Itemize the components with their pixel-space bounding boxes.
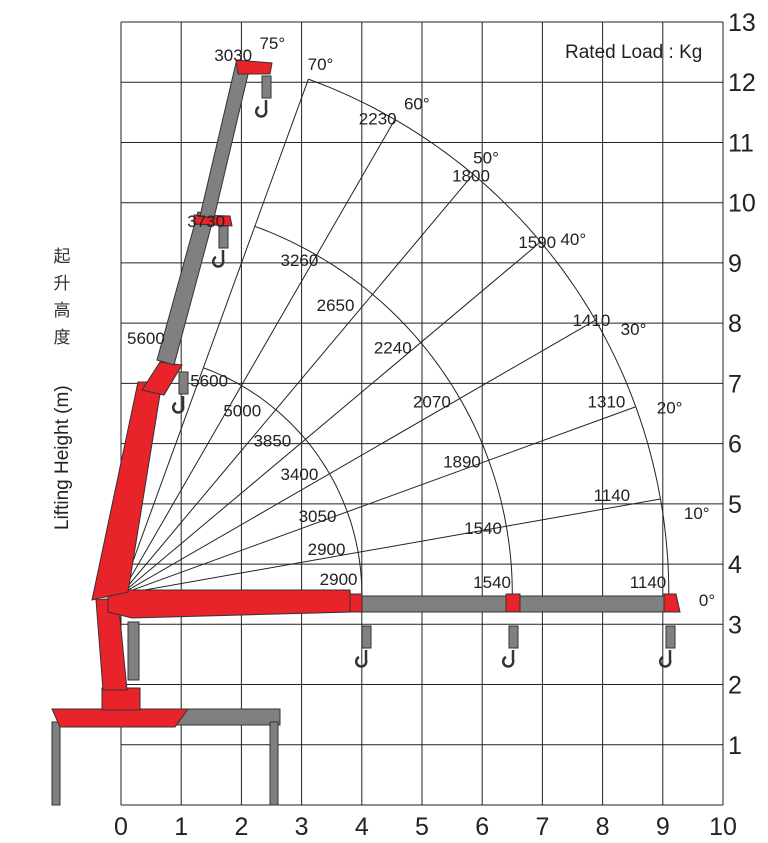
radius-arc <box>203 367 363 595</box>
load-label: 1590 <box>518 233 556 252</box>
hook-icon <box>501 625 519 668</box>
angle-label: 70° <box>308 55 334 74</box>
angle-labels: 0° 10° 20° 30° 40° 50° 60° 70° 75° <box>259 34 715 610</box>
hook-icon <box>211 225 229 268</box>
y-tick-label: 12 <box>728 69 756 97</box>
hook-icon <box>658 625 676 668</box>
load-labels: 3030 2230 1800 1590 1410 1310 1140 1140 3730 3260… <box>127 46 666 592</box>
load-label: 1140 <box>630 573 667 592</box>
y-tick-label: 8 <box>728 310 742 338</box>
angle-line <box>120 241 541 595</box>
radius-arcs <box>203 78 670 595</box>
y-tick-label: 10 <box>728 190 756 218</box>
load-label: 1140 <box>594 486 631 505</box>
angle-line <box>120 498 661 595</box>
angle-label: 75° <box>259 34 285 53</box>
load-label: 2070 <box>413 392 451 411</box>
angle-line <box>120 406 636 595</box>
base-frame <box>51 687 281 806</box>
load-label: 2900 <box>320 570 358 589</box>
y-axis-title-cn-char: 度 <box>54 328 71 348</box>
load-label: 5600 <box>127 329 165 348</box>
y-tick-label: 3 <box>728 611 742 639</box>
load-label: 3730 <box>187 212 225 231</box>
load-label: 3050 <box>299 507 337 526</box>
x-tick-label: 3 <box>295 813 309 841</box>
x-tick-label: 0 <box>114 813 128 841</box>
y-tick-label: 9 <box>728 250 742 278</box>
y-tick-label: 2 <box>728 672 742 700</box>
crane-drawing <box>51 59 681 806</box>
x-tick-label: 1 <box>174 813 188 841</box>
load-label: 1310 <box>588 392 626 411</box>
x-tick-label: 4 <box>355 813 369 841</box>
y-tick-label: 7 <box>728 370 742 398</box>
angle-label: 50° <box>473 149 499 168</box>
angle-line <box>120 119 396 595</box>
angle-line <box>120 174 474 595</box>
y-tick-label: 5 <box>728 491 742 519</box>
load-label: 1540 <box>473 573 511 592</box>
load-label: 1540 <box>464 519 502 538</box>
radius-arc <box>254 225 513 595</box>
angle-line <box>120 78 309 595</box>
radius-arc <box>308 78 670 595</box>
boom-horizontal <box>107 589 681 619</box>
angle-label: 60° <box>404 94 430 113</box>
x-tick-labels: 0 1 2 3 4 5 6 7 8 9 10 <box>114 813 737 841</box>
load-label: 2650 <box>317 296 355 315</box>
angle-line <box>120 319 596 595</box>
load-label: 2240 <box>374 338 412 357</box>
load-label: 5000 <box>223 402 261 421</box>
angle-label: 10° <box>684 504 710 523</box>
x-tick-label: 9 <box>656 813 670 841</box>
x-tick-label: 6 <box>475 813 489 841</box>
y-axis-title-cn-char: 起 <box>54 247 71 267</box>
x-tick-label: 10 <box>709 813 737 841</box>
load-label: 1410 <box>573 311 611 330</box>
rated-load-note: Rated Load : Kg <box>565 42 702 63</box>
grid <box>120 21 724 806</box>
load-label: 2900 <box>308 540 346 559</box>
y-tick-label: 11 <box>728 129 754 157</box>
angle-label: 40° <box>560 230 586 249</box>
angle-label: 20° <box>657 399 683 418</box>
load-label: 5600 <box>190 371 228 390</box>
boom-inclined <box>91 59 273 601</box>
load-label: 3400 <box>281 465 319 484</box>
hook-icon <box>254 75 272 118</box>
load-label: 1800 <box>452 167 490 186</box>
x-tick-label: 7 <box>535 813 549 841</box>
y-tick-label: 13 <box>728 9 756 37</box>
load-label: 3850 <box>253 432 291 451</box>
load-label: 1890 <box>443 453 481 472</box>
y-tick-label: 1 <box>728 732 742 760</box>
x-tick-label: 5 <box>415 813 429 841</box>
x-tick-label: 2 <box>234 813 248 841</box>
x-tick-label: 8 <box>596 813 610 841</box>
hook-icon <box>171 371 189 414</box>
hook-icon <box>354 625 372 668</box>
load-label: 2230 <box>359 109 397 128</box>
y-axis-title-cn-char: 高 <box>54 301 71 321</box>
y-axis-title-cn-char: 升 <box>54 274 71 294</box>
y-tick-label: 4 <box>728 551 742 579</box>
angle-label: 0° <box>699 591 715 610</box>
angle-lines <box>120 78 661 595</box>
y-axis-title: Lifting Height (m) <box>52 385 73 530</box>
load-label: 3260 <box>281 251 319 270</box>
load-label: 3030 <box>214 46 252 65</box>
angle-label: 30° <box>621 320 647 339</box>
y-tick-label: 6 <box>728 431 742 459</box>
